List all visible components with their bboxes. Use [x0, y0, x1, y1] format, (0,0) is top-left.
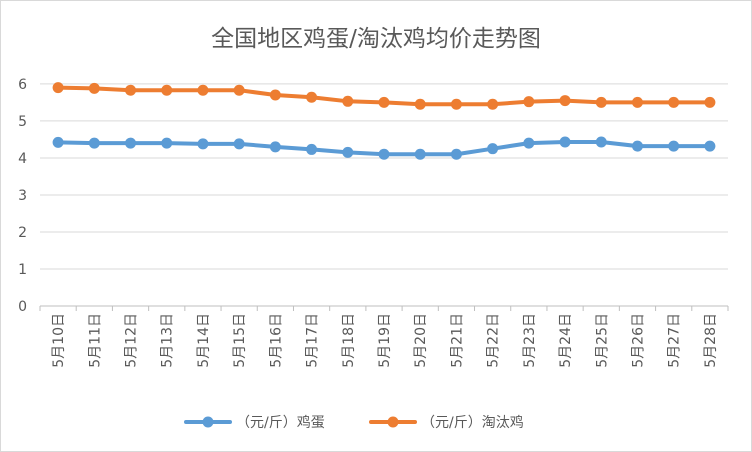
legend-swatch-marker	[202, 416, 214, 428]
data-point	[559, 136, 571, 148]
data-point	[269, 141, 281, 153]
data-point	[668, 140, 680, 152]
x-tick-label: 5月10日	[51, 313, 67, 368]
data-point	[52, 136, 64, 148]
data-point	[233, 84, 245, 96]
data-point	[197, 138, 209, 150]
data-point	[378, 96, 390, 108]
x-tick-label: 5月14日	[196, 313, 212, 368]
series-lines	[52, 82, 716, 160]
data-point	[487, 98, 499, 110]
y-tick-label: 6	[18, 77, 27, 93]
data-point	[125, 137, 137, 149]
x-tick-label: 5月19日	[377, 313, 393, 368]
data-point	[631, 96, 643, 108]
x-tick-label: 5月22日	[486, 313, 502, 368]
x-tick-label: 5月21日	[449, 313, 465, 368]
x-tick-label: 5月18日	[341, 313, 357, 368]
data-point	[704, 140, 716, 152]
y-axis-ticks: 0 1 2 3 4 5 6	[18, 77, 27, 315]
x-tick-label: 5月26日	[630, 313, 646, 368]
y-tick-label: 4	[18, 151, 27, 167]
data-point	[378, 148, 390, 160]
data-point	[523, 137, 535, 149]
data-point	[52, 82, 64, 94]
y-tick-label: 1	[18, 262, 27, 278]
data-point	[595, 96, 607, 108]
data-point	[125, 84, 137, 96]
data-point	[306, 91, 318, 103]
x-tick-label: 5月16日	[268, 313, 284, 368]
legend-swatch-marker	[387, 416, 399, 428]
data-point	[595, 136, 607, 148]
data-point	[559, 95, 571, 107]
legend-label: （元/斤）淘汰鸡	[421, 414, 524, 431]
x-tick-label: 5月20日	[413, 313, 429, 368]
y-tick-label: 3	[18, 188, 27, 204]
data-point	[450, 148, 462, 160]
x-tick-label: 5月24日	[558, 313, 574, 368]
data-point	[306, 143, 318, 155]
y-tick-label: 2	[18, 225, 27, 241]
data-point	[414, 98, 426, 110]
data-point	[88, 137, 100, 149]
x-tick-label: 5月12日	[124, 313, 140, 368]
x-tick-label: 5月17日	[305, 313, 321, 368]
chart-title: 全国地区鸡蛋/淘汰鸡均价走势图	[211, 26, 541, 52]
data-point	[523, 96, 535, 108]
x-tick-label: 5月11日	[87, 313, 103, 368]
legend: （元/斤）鸡蛋 （元/斤）淘汰鸡	[184, 414, 524, 431]
data-point	[269, 89, 281, 101]
data-point	[631, 140, 643, 152]
data-point	[668, 96, 680, 108]
gridlines	[39, 83, 729, 311]
y-tick-label: 0	[18, 299, 27, 315]
data-point	[197, 84, 209, 96]
x-tick-label: 5月28日	[703, 313, 719, 368]
data-point	[414, 148, 426, 160]
x-tick-label: 5月15日	[232, 313, 248, 368]
x-tick-label: 5月27日	[667, 313, 683, 368]
legend-label: （元/斤）鸡蛋	[236, 414, 325, 431]
data-point	[342, 146, 354, 158]
data-point	[161, 84, 173, 96]
x-tick-label: 5月13日	[160, 313, 176, 368]
data-point	[704, 96, 716, 108]
data-point	[233, 138, 245, 150]
x-tick-label: 5月25日	[594, 313, 610, 368]
data-point	[450, 98, 462, 110]
data-point	[487, 143, 499, 155]
x-tick-label: 5月23日	[522, 313, 538, 368]
x-axis-ticks: 5月10日 5月11日 5月12日 5月13日 5月14日 5月15日 5月16日 5月17日…	[51, 313, 719, 368]
data-point	[342, 95, 354, 107]
data-point	[161, 137, 173, 149]
y-tick-label: 5	[18, 114, 27, 130]
data-point	[88, 82, 100, 94]
